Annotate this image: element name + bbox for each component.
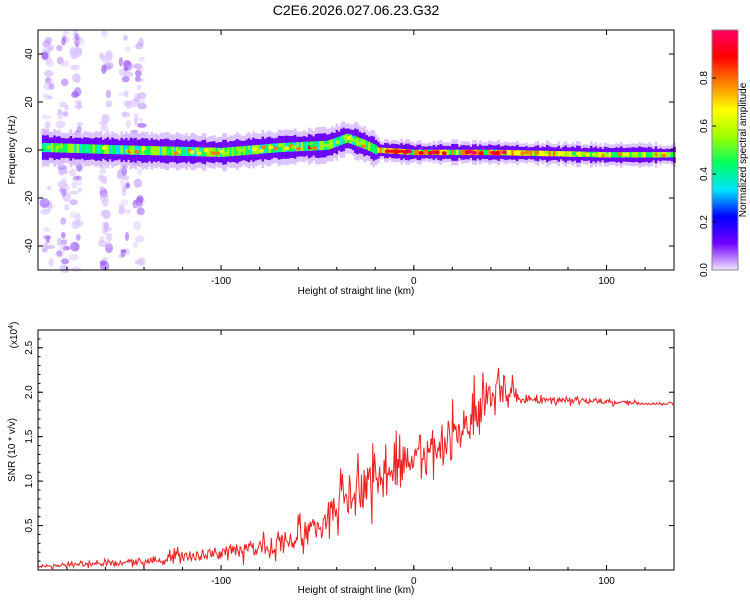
- colorbar-tick-label: 0.0: [699, 263, 710, 277]
- spectrogram-xtick-label: 100: [598, 276, 615, 287]
- snr-ytick-label: 1.0: [24, 474, 35, 488]
- snr-ytick-label: 2.0: [24, 385, 35, 399]
- spectrogram-xtick-label: -100: [211, 276, 231, 287]
- spectrogram-ylabel: Frequency (Hz): [7, 116, 18, 185]
- snr-background: [38, 330, 674, 570]
- snr-axes: -100 0 100 0.5 1.0 1.5 2.0 2.5: [24, 330, 674, 587]
- spectrogram-plot: [39, 29, 676, 273]
- figure-title: C2E6.2026.027.06.23.G32: [273, 2, 440, 18]
- snr-ytick-label: 2.5: [24, 340, 35, 354]
- colorbar: 0.0 0.2 0.4 0.6 0.8 Normalized spectral ampl…: [699, 29, 749, 277]
- spectrogram-ytick-label: 40: [24, 48, 35, 60]
- spectrogram-streak: [68, 29, 85, 272]
- snr-frame: [37, 329, 675, 571]
- snr-ytick-label: 0.5: [24, 518, 35, 532]
- snr-xtick-label: -100: [211, 576, 231, 587]
- spectrogram-ytick-label: -20: [24, 190, 35, 205]
- snr-ylabel: SNR (10 * v/v): [7, 418, 18, 482]
- spectrogram-xtick-label: 0: [411, 276, 417, 287]
- spectrogram-panel: -100 0 100 -40 -20 0 20 40 Height of straight l…: [7, 29, 676, 297]
- colorbar-gradient: [712, 30, 738, 270]
- snr-xtick-label: 0: [411, 576, 417, 587]
- colorbar-tick-label: 0.4: [699, 167, 710, 181]
- snr-xlabel: Height of straight line (km): [298, 585, 415, 596]
- spectrogram-ytick-label: 0: [24, 147, 35, 153]
- colorbar-tick-label: 0.8: [699, 71, 710, 85]
- snr-ytick-label: 1.5: [24, 429, 35, 443]
- spectrogram-ytick-label: -40: [24, 238, 35, 253]
- colorbar-frame: [711, 29, 739, 271]
- snr-panel: -100 0 100 0.5 1.0 1.5 2.0 2.5 Height of straig…: [7, 322, 675, 596]
- colorbar-tick-label: 0.6: [699, 119, 710, 133]
- colorbar-label: Normalized spectral amplitude: [738, 82, 749, 217]
- snr-xtick-label: 100: [598, 576, 615, 587]
- snr-y-multiplier: (x104): [8, 322, 20, 349]
- spectrogram-axes: -100 0 100 -40 -20 0 20 40: [24, 30, 674, 287]
- colorbar-ticks: 0.0 0.2 0.4 0.6 0.8: [699, 29, 739, 277]
- colorbar-tick-label: 0.2: [699, 215, 710, 229]
- spectrogram-core: [41, 133, 676, 158]
- spectrogram-ytick-label: 20: [24, 96, 35, 108]
- spectrogram-xlabel: Height of straight line (km): [298, 286, 415, 297]
